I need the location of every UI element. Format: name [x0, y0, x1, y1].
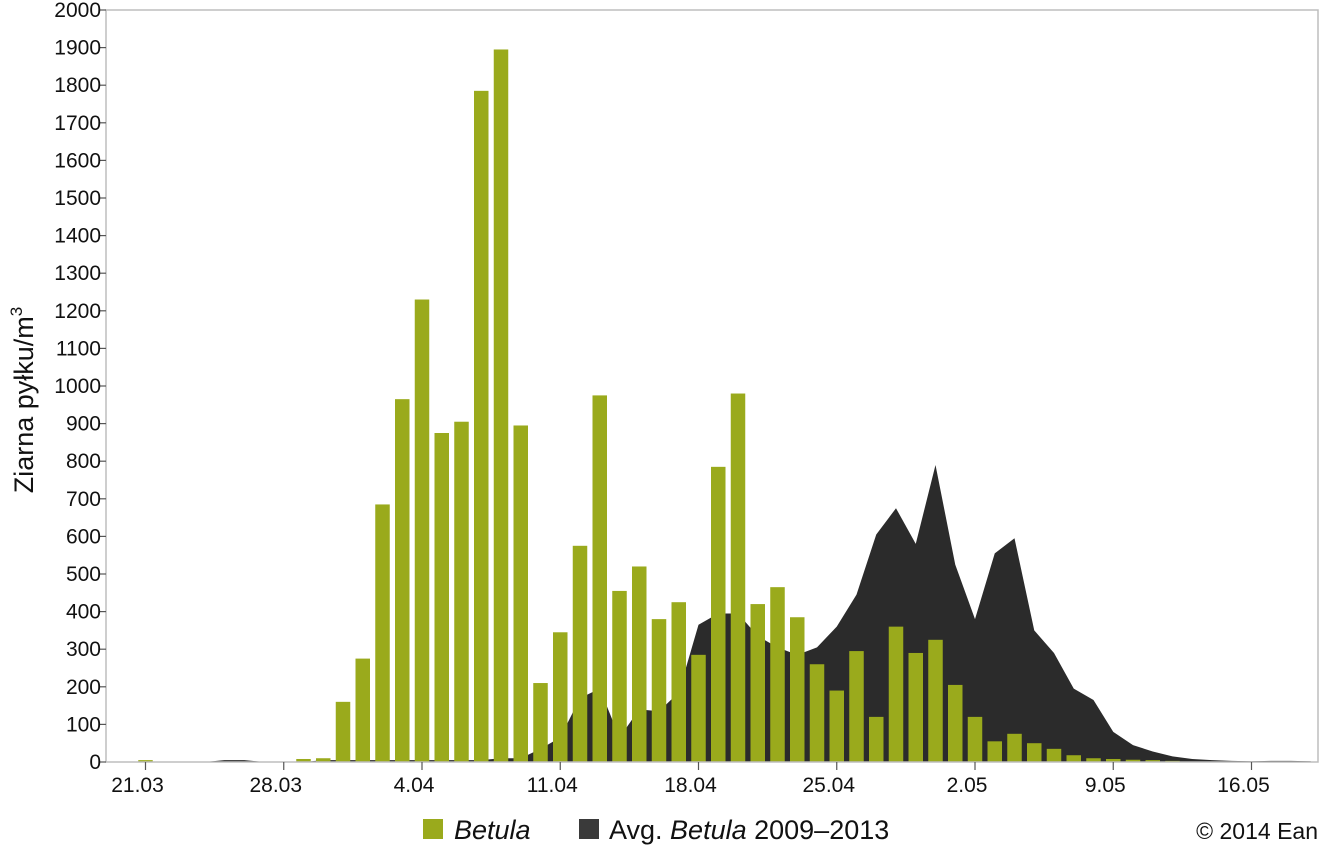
- y-tick-label: 1600: [54, 149, 101, 172]
- y-tick-label: 2000: [54, 0, 101, 22]
- betula-bar: [869, 716, 884, 762]
- betula-bar: [632, 566, 647, 762]
- betula-bar: [355, 658, 370, 762]
- betula-bar: [809, 664, 825, 762]
- y-tick-label: 1300: [54, 262, 101, 285]
- legend-label-average-prefix: Avg.: [609, 815, 670, 845]
- betula-bar: [592, 395, 607, 762]
- betula-bar: [395, 399, 410, 762]
- y-tick-label: 1400: [54, 225, 101, 248]
- x-tick-label: 4.04: [394, 774, 435, 797]
- betula-bar: [414, 299, 430, 762]
- y-tick-label: 1500: [54, 187, 101, 210]
- x-tick-label: 21.03: [111, 774, 164, 797]
- betula-bar: [730, 393, 746, 762]
- legend-swatch-average: [579, 819, 599, 839]
- betula-bar: [987, 741, 1002, 762]
- y-tick-label: 300: [66, 638, 101, 661]
- y-tick-label: 100: [66, 713, 101, 736]
- betula-bar: [948, 684, 963, 762]
- legend: Betula Avg. Betula 2009–2013: [423, 815, 889, 845]
- betula-bar: [335, 701, 351, 762]
- betula-bar: [790, 617, 805, 762]
- betula-bar: [750, 604, 765, 762]
- y-tick-label: 900: [66, 413, 101, 436]
- betula-bar: [849, 651, 864, 762]
- average-area: [145, 464, 1311, 762]
- betula-bar: [651, 619, 667, 762]
- betula-bar: [928, 639, 943, 762]
- betula-bar: [513, 425, 528, 762]
- x-tick-label: 28.03: [249, 774, 302, 797]
- y-tick-label: 400: [66, 601, 101, 624]
- y-tick-label: 1900: [54, 37, 101, 60]
- x-tick-label: 9.05: [1085, 774, 1126, 797]
- y-axis: 0 100 200 300 400 500 600 700 800 900 1000 1100 1200…: [54, 0, 106, 774]
- y-tick-label: 700: [66, 488, 101, 511]
- y-tick-label: 1000: [54, 375, 101, 398]
- betula-bar: [572, 545, 588, 762]
- legend-label-betula: Betula: [454, 815, 531, 845]
- betula-bar: [1125, 759, 1141, 762]
- x-axis: 21.03 28.03 4.04 11.04 18.04 25.04 2.05 9.05 16.…: [111, 762, 1270, 797]
- x-tick-label: 25.04: [802, 774, 855, 797]
- bars-layer: [138, 49, 1180, 763]
- y-axis-label-superscript: 3: [7, 307, 26, 316]
- legend-label-average: Avg. Betula 2009–2013: [609, 815, 889, 845]
- betula-bar: [1066, 755, 1081, 762]
- betula-bar: [1106, 758, 1121, 762]
- copyright-note: © 2014 Ean: [1196, 818, 1318, 844]
- betula-bar: [1027, 743, 1042, 762]
- y-tick-label: 0: [89, 751, 101, 774]
- betula-bar: [493, 49, 509, 763]
- betula-bar: [296, 758, 311, 762]
- betula-bar: [553, 632, 568, 762]
- betula-bar: [829, 690, 844, 762]
- betula-bar: [434, 433, 449, 762]
- y-tick-label: 1100: [56, 337, 101, 360]
- betula-bar: [533, 683, 548, 762]
- x-tick-label: 2.05: [947, 774, 988, 797]
- y-tick-label: 1700: [54, 112, 101, 135]
- y-axis-label: Ziarna pyłku/m3: [7, 307, 39, 494]
- betula-bar: [770, 587, 785, 762]
- y-tick-label: 1200: [54, 300, 101, 323]
- betula-bar: [671, 602, 686, 762]
- betula-bar: [888, 626, 904, 762]
- betula-bar: [1086, 758, 1101, 762]
- legend-label-average-italic: Betula: [670, 815, 747, 845]
- x-tick-label: 16.05: [1217, 774, 1270, 797]
- betula-bar: [691, 654, 706, 762]
- betula-bar: [474, 90, 489, 763]
- betula-bar: [454, 421, 469, 762]
- betula-bar: [375, 504, 390, 762]
- betula-bar: [316, 758, 331, 762]
- y-axis-label-text: Ziarna pyłku/m: [9, 316, 39, 493]
- betula-bar: [1007, 733, 1022, 762]
- y-tick-label: 1800: [54, 74, 101, 97]
- betula-bar: [711, 466, 726, 762]
- betula-bar: [967, 716, 983, 762]
- y-tick-label: 800: [66, 450, 101, 473]
- y-tick-label: 500: [66, 563, 101, 586]
- average-area-layer: [145, 464, 1311, 762]
- legend-swatch-betula: [423, 819, 443, 839]
- betula-bar: [1145, 760, 1160, 762]
- y-tick-label: 600: [66, 525, 101, 548]
- betula-bar: [138, 760, 153, 762]
- x-tick-label: 18.04: [664, 774, 717, 797]
- betula-bar: [612, 590, 627, 762]
- legend-label-average-suffix: 2009–2013: [747, 815, 890, 845]
- x-tick-label: 11.04: [527, 774, 578, 797]
- betula-bar: [1046, 748, 1062, 762]
- betula-bar: [908, 652, 923, 762]
- y-tick-label: 200: [66, 676, 101, 699]
